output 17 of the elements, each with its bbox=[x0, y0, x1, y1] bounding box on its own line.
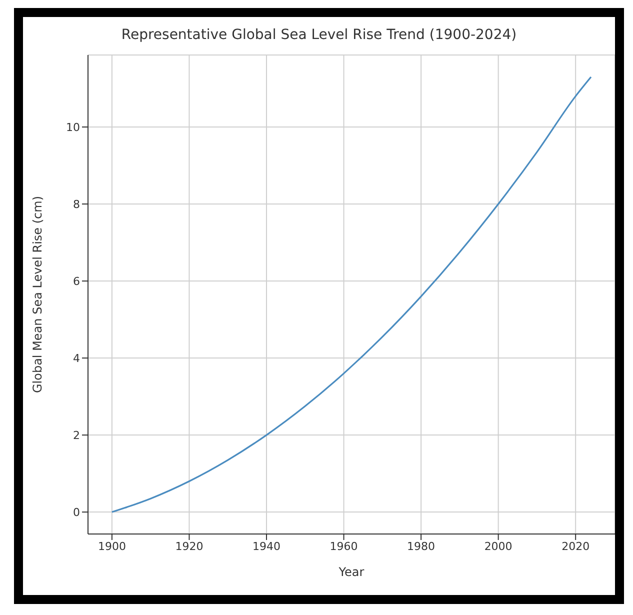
y-tick-label: 10 bbox=[66, 120, 80, 134]
x-axis-title: Year bbox=[338, 565, 364, 579]
line-series bbox=[111, 76, 592, 513]
x-tick-label: 1920 bbox=[175, 540, 204, 553]
chart-title: Representative Global Sea Level Rise Trend (1900-2024) bbox=[120, 27, 518, 45]
x-tick-label: 2000 bbox=[484, 540, 512, 553]
y-axis-title: Global Mean Sea Level Rise (cm) bbox=[30, 196, 44, 394]
x-tick-label: 1940 bbox=[252, 540, 280, 553]
y-tick-label: 8 bbox=[73, 198, 80, 211]
y-tick-label: 0 bbox=[73, 506, 80, 519]
y-tick-label: 4 bbox=[73, 352, 80, 365]
x-tick-label: 2020 bbox=[562, 540, 590, 553]
x-tick-label: 1900 bbox=[98, 540, 126, 553]
y-tick-label: 2 bbox=[73, 428, 80, 442]
y-tick-label: 6 bbox=[73, 274, 80, 288]
x-tick-label: 1980 bbox=[407, 540, 436, 553]
x-tick-label: 1960 bbox=[330, 540, 358, 553]
